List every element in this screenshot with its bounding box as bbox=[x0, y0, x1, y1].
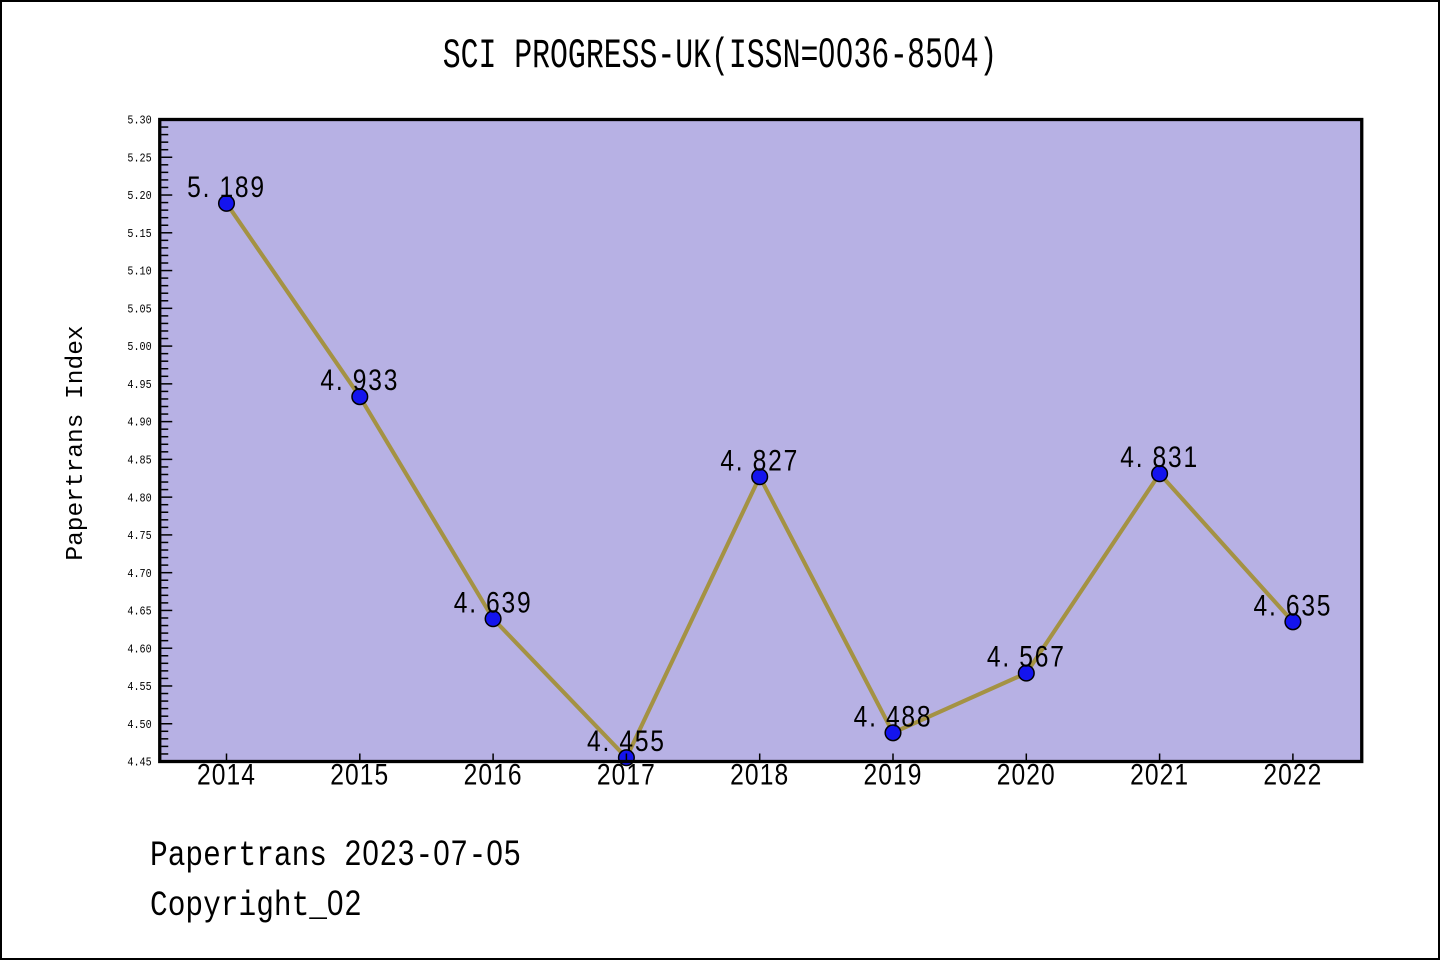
svg-text:4.831: 4. 831 bbox=[1120, 440, 1199, 474]
svg-text:2018: 2018 bbox=[730, 757, 789, 791]
svg-text:2022: 2022 bbox=[1263, 757, 1322, 791]
svg-text:4.75: 4.75 bbox=[127, 531, 151, 544]
svg-text:4.60: 4.60 bbox=[127, 644, 151, 657]
svg-text:4.80: 4.80 bbox=[127, 493, 151, 506]
svg-text:4.455: 4. 455 bbox=[587, 724, 666, 758]
svg-text:5.10: 5.10 bbox=[127, 266, 151, 279]
svg-text:2019: 2019 bbox=[863, 757, 922, 791]
svg-text:5.15: 5.15 bbox=[127, 228, 151, 241]
svg-text:2021: 2021 bbox=[1130, 757, 1189, 791]
svg-text:2020: 2020 bbox=[997, 757, 1056, 791]
svg-text:4.45: 4.45 bbox=[127, 757, 151, 770]
svg-text:4.827: 4. 827 bbox=[720, 443, 799, 477]
svg-text:4.933: 4. 933 bbox=[320, 363, 399, 397]
svg-text:4.55: 4.55 bbox=[127, 682, 151, 695]
svg-text:4.65: 4.65 bbox=[127, 606, 151, 619]
svg-text:Papertrans Index: Papertrans Index bbox=[63, 325, 90, 560]
svg-text:4.635: 4. 635 bbox=[1254, 588, 1333, 622]
svg-text:2016: 2016 bbox=[464, 757, 523, 791]
svg-text:5.20: 5.20 bbox=[127, 191, 151, 204]
svg-text:4.85: 4.85 bbox=[127, 455, 151, 468]
svg-text:4.95: 4.95 bbox=[127, 379, 151, 392]
svg-text:4.50: 4.50 bbox=[127, 719, 151, 732]
svg-text:5.00: 5.00 bbox=[127, 342, 151, 355]
svg-text:2017: 2017 bbox=[597, 757, 656, 791]
svg-text:5.05: 5.05 bbox=[127, 304, 151, 317]
svg-text:SCI PROGRESS-UK(ISSN=0036-8504: SCI PROGRESS-UK(ISSN=0036-8504) bbox=[443, 29, 998, 80]
svg-text:4.488: 4. 488 bbox=[854, 699, 933, 733]
svg-text:4.639: 4. 639 bbox=[454, 585, 533, 619]
svg-text:Papertrans 2023-07-05: Papertrans 2023-07-05 bbox=[150, 834, 522, 876]
svg-text:2014: 2014 bbox=[197, 757, 256, 791]
svg-text:4.567: 4. 567 bbox=[987, 639, 1066, 673]
svg-text:5.25: 5.25 bbox=[127, 153, 151, 166]
svg-text:4.70: 4.70 bbox=[127, 568, 151, 581]
svg-text:2015: 2015 bbox=[330, 757, 389, 791]
svg-text:5.189: 5. 189 bbox=[187, 170, 266, 204]
svg-text:Copyright_02: Copyright_02 bbox=[150, 884, 362, 926]
svg-text:4.90: 4.90 bbox=[127, 417, 151, 430]
svg-text:5.30: 5.30 bbox=[127, 115, 151, 128]
